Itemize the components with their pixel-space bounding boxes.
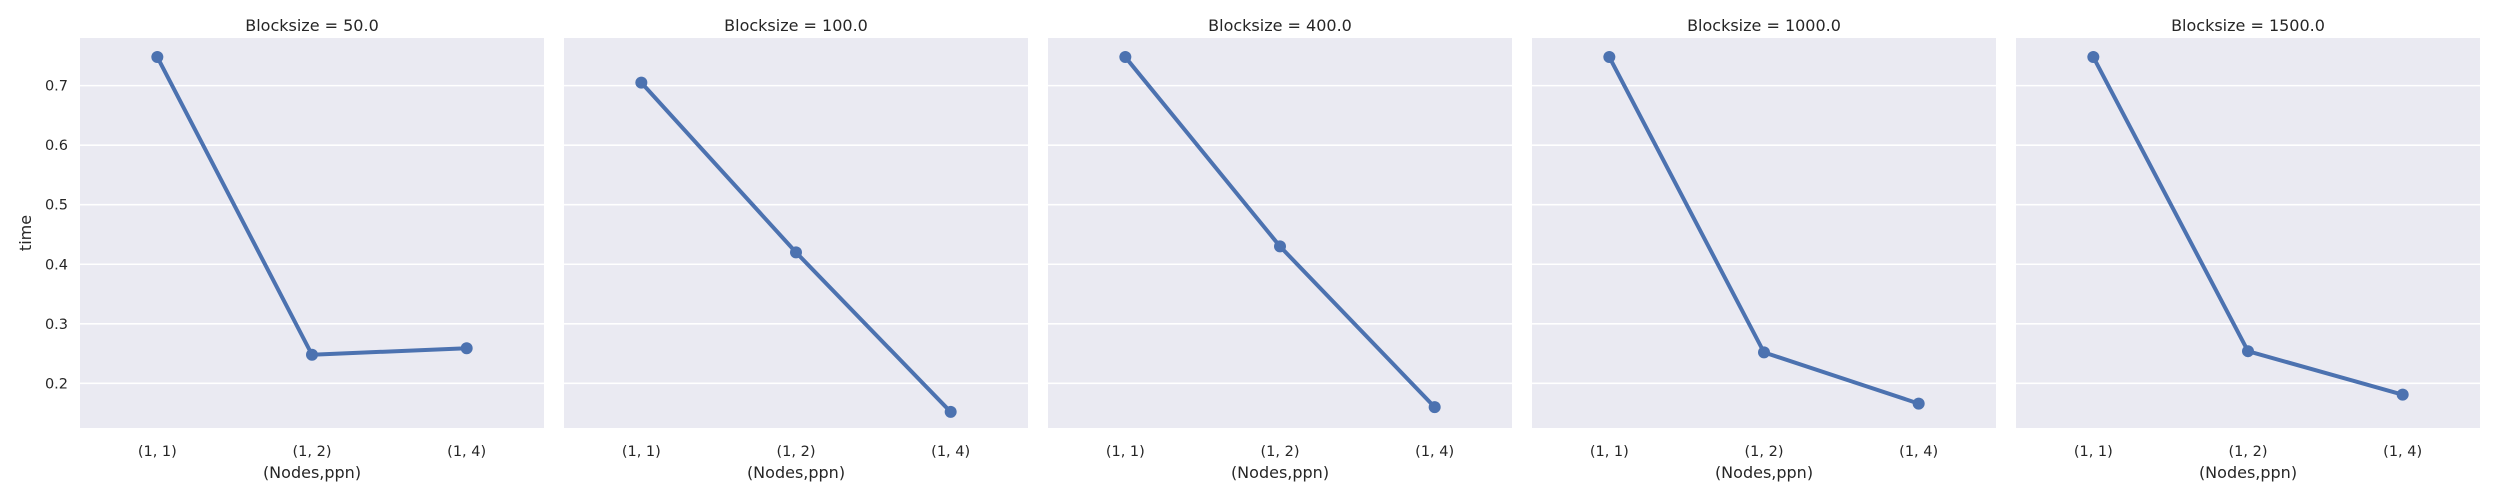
x-tick-label: (1, 2) bbox=[1745, 444, 1784, 460]
x-tick-label: (1, 2) bbox=[1261, 444, 1300, 460]
x-tick-label: (1, 4) bbox=[931, 444, 970, 460]
panel-5: Blocksize = 1500.0 (1, 1) (1, 2) (1, 4) (Nod… bbox=[2016, 16, 2480, 482]
data-point bbox=[460, 342, 473, 355]
x-tick-label: (1, 1) bbox=[138, 444, 177, 460]
y-tick-label: 0.3 bbox=[45, 317, 68, 333]
panel-background bbox=[564, 38, 1028, 428]
data-point bbox=[1274, 240, 1286, 253]
panel-2: Blocksize = 100.0 (1, 1) (1, 2) (1, 4) (Node… bbox=[564, 16, 1028, 482]
x-axis-label: (Nodes,ppn) bbox=[1231, 463, 1329, 482]
x-axis-label: (Nodes,ppn) bbox=[263, 463, 361, 482]
x-tick-label: (1, 2) bbox=[777, 444, 816, 460]
data-point bbox=[635, 76, 648, 89]
data-point bbox=[306, 348, 318, 361]
data-point bbox=[790, 246, 802, 259]
x-tick-label: (1, 2) bbox=[293, 444, 332, 460]
panel-title: Blocksize = 50.0 bbox=[245, 16, 379, 35]
data-point bbox=[2087, 51, 2100, 64]
y-tick-label: 0.4 bbox=[45, 257, 68, 273]
x-tick-label: (1, 1) bbox=[1106, 444, 1145, 460]
x-tick-label: (1, 4) bbox=[447, 444, 486, 460]
panel-title: Blocksize = 100.0 bbox=[724, 16, 868, 35]
chart-panels: Blocksize = 50.0 (1, 1) (1, 2) (1, 4) (Nodes… bbox=[16, 16, 2480, 482]
x-tick-label: (1, 4) bbox=[1899, 444, 1938, 460]
y-axis-label: time bbox=[16, 215, 35, 251]
data-point bbox=[1603, 51, 1616, 64]
x-tick-label: (1, 1) bbox=[2074, 444, 2113, 460]
data-point bbox=[944, 405, 957, 418]
panel-title: Blocksize = 400.0 bbox=[1208, 16, 1352, 35]
data-point bbox=[1912, 397, 1925, 410]
y-tick-label: 0.2 bbox=[45, 376, 68, 392]
panel-1: Blocksize = 50.0 (1, 1) (1, 2) (1, 4) (Nodes… bbox=[16, 16, 544, 482]
panel-background bbox=[80, 38, 544, 428]
y-tick-label: 0.6 bbox=[45, 138, 68, 154]
x-axis-label: (Nodes,ppn) bbox=[747, 463, 845, 482]
panel-background bbox=[2016, 38, 2480, 428]
x-tick-label: (1, 4) bbox=[1415, 444, 1454, 460]
x-tick-label: (1, 2) bbox=[2229, 444, 2268, 460]
data-point bbox=[1119, 51, 1132, 64]
x-tick-label: (1, 1) bbox=[622, 444, 661, 460]
data-point bbox=[151, 51, 164, 64]
x-tick-label: (1, 4) bbox=[2383, 444, 2422, 460]
panel-3: Blocksize = 400.0 (1, 1) (1, 2) (1, 4) (Node… bbox=[1048, 16, 1512, 482]
panel-background bbox=[1048, 38, 1512, 428]
panel-background bbox=[1532, 38, 1996, 428]
data-point bbox=[1428, 401, 1441, 414]
panel-title: Blocksize = 1000.0 bbox=[1687, 16, 1841, 35]
x-tick-label: (1, 1) bbox=[1590, 444, 1629, 460]
y-tick-label: 0.5 bbox=[45, 198, 68, 214]
data-point bbox=[2242, 345, 2254, 358]
data-point bbox=[1758, 346, 1770, 359]
panel-4: Blocksize = 1000.0 (1, 1) (1, 2) (1, 4) (Nod… bbox=[1532, 16, 1996, 482]
panel-title: Blocksize = 1500.0 bbox=[2171, 16, 2325, 35]
y-tick-label: 0.7 bbox=[45, 79, 68, 95]
x-axis-label: (Nodes,ppn) bbox=[1715, 463, 1813, 482]
x-axis-label: (Nodes,ppn) bbox=[2199, 463, 2297, 482]
data-point bbox=[2396, 388, 2409, 401]
